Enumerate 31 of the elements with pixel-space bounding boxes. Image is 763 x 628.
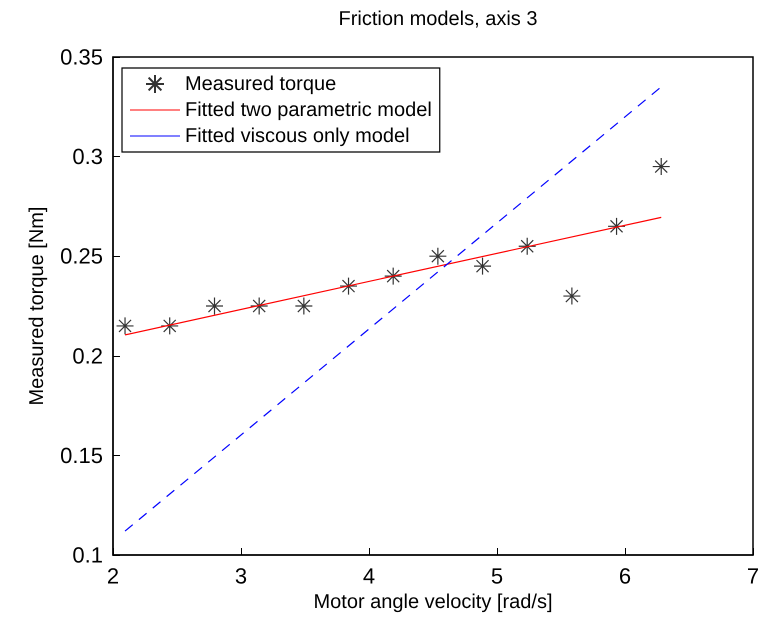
- y-axis-title: Measured torque [Nm]: [26, 206, 48, 406]
- x-tick-label: 3: [234, 564, 248, 588]
- point: [160, 316, 179, 336]
- x-tick-label: 5: [490, 564, 504, 588]
- y-tick-label: 0.2: [72, 343, 103, 368]
- point: [116, 316, 134, 336]
- point: [607, 217, 626, 236]
- point: [294, 296, 313, 316]
- x-tick-label: 6: [618, 564, 632, 588]
- y-tick-label: 0.1: [72, 542, 103, 568]
- y-tick-label: 0.15: [60, 442, 103, 468]
- y-tick-label: 0.35: [60, 44, 103, 70]
- legend-label: Fitted two parametric model: [185, 99, 432, 121]
- x-tick-label: 4: [362, 564, 376, 588]
- y-tick-label: 0.25: [60, 244, 103, 269]
- legend-label: Fitted viscous only model: [185, 125, 410, 147]
- x-axis-title: Motor angle velocity [rad/s]: [314, 590, 552, 613]
- point: [473, 257, 492, 276]
- x-tick-label: 7: [746, 564, 760, 588]
- legend-label: Measured torque: [185, 73, 336, 95]
- point: [518, 237, 536, 256]
- x-tick-label: 2: [106, 564, 120, 588]
- point: [428, 247, 447, 266]
- point: [205, 296, 224, 316]
- point: [250, 296, 268, 316]
- y-tick-label: 0.3: [72, 144, 103, 170]
- point: [339, 276, 358, 296]
- point: [562, 286, 581, 306]
- point: [384, 267, 402, 286]
- point: [652, 157, 670, 176]
- chart-title: Friction models, axis 3: [338, 8, 538, 30]
